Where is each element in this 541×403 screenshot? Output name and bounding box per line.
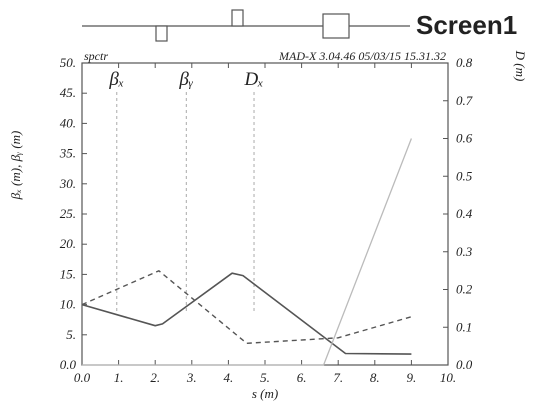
y-left-tick-label: 35.: [59, 146, 76, 161]
x-tick-label: 1.: [114, 370, 124, 385]
y-right-tick-label: 0.7: [456, 93, 473, 108]
y-left-tick-label: 15.: [60, 266, 76, 281]
quadrupole-element: [155, 25, 168, 42]
x-tick-label: 0.0: [74, 370, 91, 385]
y-right-tick-label: 0.0: [456, 357, 473, 372]
chart-header-right: MAD-X 3.04.46 05/03/15 15.31.32: [278, 49, 446, 63]
y-left-tick-label: 45.: [60, 85, 76, 100]
y-left-tick-label: 25.: [60, 206, 76, 221]
y-left-tick-label: 50.: [60, 55, 76, 70]
x-tick-label: 7.: [333, 370, 343, 385]
x-tick-label: 8.: [370, 370, 380, 385]
y-right-tick-label: 0.5: [456, 168, 473, 183]
x-tick-label: 3.: [186, 370, 197, 385]
quadrupole-element: [231, 9, 244, 27]
x-tick-label: 5.: [260, 370, 270, 385]
y-left-tick-label: 40.: [60, 115, 76, 130]
series-line: [82, 138, 413, 366]
y-right-tick-label: 0.6: [456, 131, 473, 146]
series-line: [81, 270, 412, 344]
y-right-tick-label: 0.8: [456, 55, 473, 70]
y-left-axis-label: βₓ (m), βᵧ (m): [8, 131, 23, 201]
marker-label: βᵧ: [178, 69, 193, 90]
x-tick-label: 6.: [297, 370, 307, 385]
y-left-tick-label: 0.0: [60, 357, 77, 372]
x-tick-label: 4.: [224, 370, 234, 385]
marker-label: Dₓ: [243, 69, 263, 90]
y-right-tick-label: 0.1: [456, 319, 472, 334]
x-axis-label: s (m): [252, 386, 278, 401]
y-right-tick-label: 0.4: [456, 206, 473, 221]
screen-label: Screen1: [416, 10, 517, 40]
beamline-layout: [82, 9, 410, 42]
y-left-tick-label: 20.: [60, 236, 76, 251]
x-tick-label: 9.: [407, 370, 417, 385]
x-tick-label: 10.: [440, 370, 456, 385]
chart-header-left: spctr: [84, 49, 108, 63]
y-right-tick-label: 0.3: [456, 244, 473, 259]
y-left-tick-label: 5.: [66, 327, 76, 342]
series-layer: [81, 138, 413, 366]
markers-layer: βₓ βᵧ Dₓ: [108, 69, 264, 312]
screen-element: [322, 13, 350, 39]
x-tick-label: 2.: [150, 370, 160, 385]
y-right-tick-label: 0.2: [456, 282, 473, 297]
marker-label: βₓ: [108, 69, 124, 90]
y-left-tick-label: 30.: [59, 176, 76, 191]
y-left-tick-label: 10.: [60, 297, 76, 312]
y-right-axis-label: D (m): [513, 50, 528, 82]
series-line: [81, 272, 412, 355]
ticks-layer: 0.0 1. 2. 3. 4. 5. 6. 7. 8. 9. 10.0.05.10.15.20.25…: [59, 55, 473, 385]
